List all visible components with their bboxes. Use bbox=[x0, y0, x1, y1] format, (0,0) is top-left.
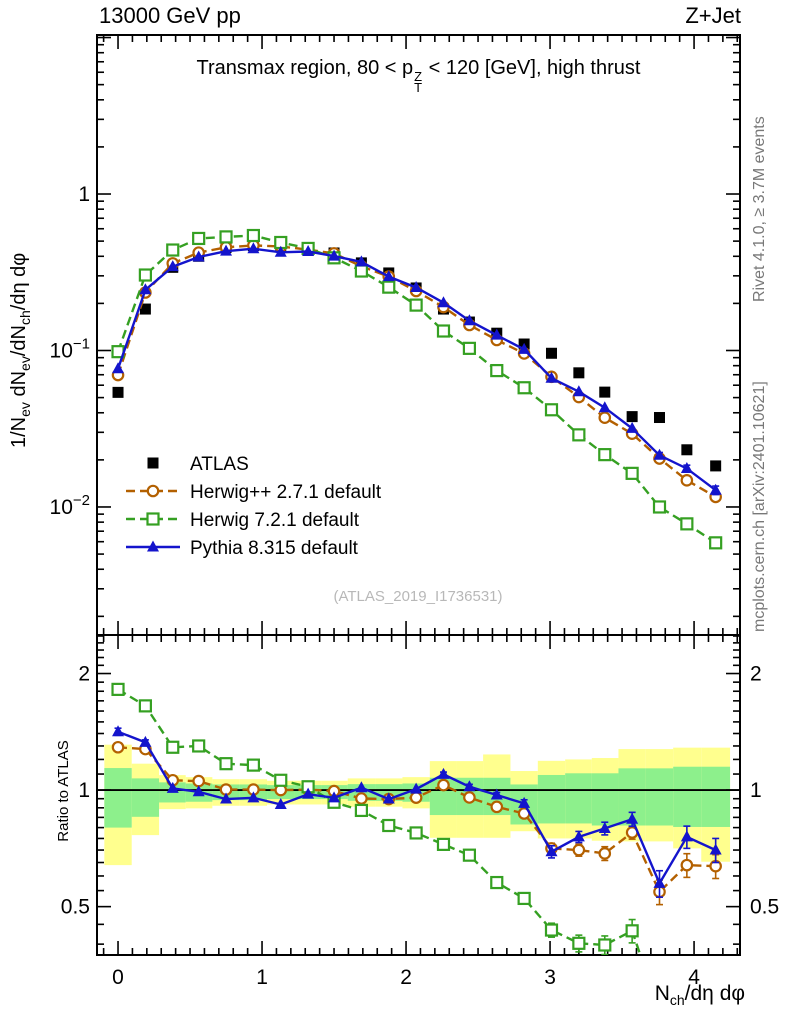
tick-label: 10−1 bbox=[50, 335, 90, 362]
y-label-sub-ev: ev bbox=[17, 402, 33, 417]
y-label-part: /dη dφ bbox=[8, 252, 30, 311]
y-label-part: /dN bbox=[8, 325, 30, 357]
tick-label: 1 bbox=[78, 779, 90, 802]
beam-energy-title: 13000 GeV pp bbox=[99, 3, 241, 28]
x-axis-label: Nch/dη dφ bbox=[490, 982, 745, 1008]
legend-label-atlas: ATLAS bbox=[190, 454, 249, 475]
y-label-sub-ev2: ev bbox=[17, 356, 33, 371]
band-green bbox=[673, 766, 702, 827]
ratio-panel-frame bbox=[96, 634, 741, 956]
tick-label: 2 bbox=[750, 663, 762, 686]
subtitle-text-end: < 120 [GeV], high thrust bbox=[423, 57, 641, 79]
rivet-version-note: Rivet 4.1.0, ≥ 3.7M events bbox=[751, 116, 768, 302]
tick-label: 0 bbox=[112, 966, 124, 989]
tick-label: 3 bbox=[544, 966, 556, 989]
tick-label: 1 bbox=[78, 183, 90, 206]
y-label-part: 1/N bbox=[8, 416, 30, 448]
tick-label: 2 bbox=[400, 966, 412, 989]
series-pythia-8-315-default bbox=[112, 242, 722, 496]
process-title: Z+Jet bbox=[685, 3, 741, 28]
series-pythia-8-315-default-ratio bbox=[112, 725, 722, 898]
tick-labels: 0 1 2 3 4 1 10−1 10−2 2 2 1 1 0.5 0.5 bbox=[50, 183, 780, 989]
x-label-part: N bbox=[654, 982, 670, 1005]
legend-marker-herwig-2-7-1-default-icon bbox=[146, 484, 160, 498]
legend: ATLAS Herwig++ 2.7.1 default Herwig 7.2.1 … bbox=[126, 454, 382, 559]
band-green bbox=[537, 774, 566, 824]
band-green bbox=[131, 778, 160, 817]
tick-label: 0.5 bbox=[750, 896, 779, 919]
subtitle-text: Transmax region, 80 < p bbox=[196, 57, 414, 79]
legend-marker-pythia-8-315-default-icon bbox=[147, 540, 159, 552]
tick-label: 1 bbox=[256, 966, 268, 989]
band-green bbox=[591, 773, 619, 826]
band-green bbox=[645, 768, 674, 826]
analysis-watermark: (ATLAS_2019_I1736531) bbox=[333, 588, 502, 605]
tick-label: 1 bbox=[750, 779, 762, 802]
band-green bbox=[701, 766, 731, 827]
tick-label: 0.5 bbox=[61, 896, 90, 919]
tick-label: 2 bbox=[78, 663, 90, 686]
y-label-part: dN bbox=[8, 370, 30, 403]
y-axis-label: 1/Nev dNev/dNch/dη dφ bbox=[8, 18, 33, 448]
x-label-sub-ch: ch bbox=[669, 992, 685, 1008]
axis-ticks bbox=[97, 35, 740, 955]
legend-label-herwig-7-2-1-default: Herwig 7.2.1 default bbox=[190, 510, 360, 531]
legend-marker-herwig-7-2-1-default-icon bbox=[146, 512, 160, 526]
atlas-uncertainty-bands bbox=[104, 744, 731, 866]
tick-label: 4 bbox=[688, 966, 700, 989]
band-green bbox=[104, 768, 132, 828]
y-label-sub-ch: ch bbox=[17, 310, 33, 326]
subscript-t: T bbox=[414, 80, 423, 95]
superscript-z: Z bbox=[414, 69, 423, 84]
tick-label: 10−2 bbox=[50, 492, 90, 519]
legend-label-pythia-8-315-default: Pythia 8.315 default bbox=[190, 538, 359, 559]
legend-marker-atlas-icon bbox=[147, 457, 159, 469]
ratio-axis-label: Ratio to ATLAS bbox=[55, 740, 72, 842]
band-green bbox=[565, 773, 592, 824]
x-label-part: /dη dφ bbox=[684, 982, 745, 1005]
mcplots-arxiv-note: mcplots.cern.ch [arXiv:2401.10621] bbox=[751, 381, 768, 632]
legend-label-herwig-2-7-1-default: Herwig++ 2.7.1 default bbox=[190, 482, 382, 503]
